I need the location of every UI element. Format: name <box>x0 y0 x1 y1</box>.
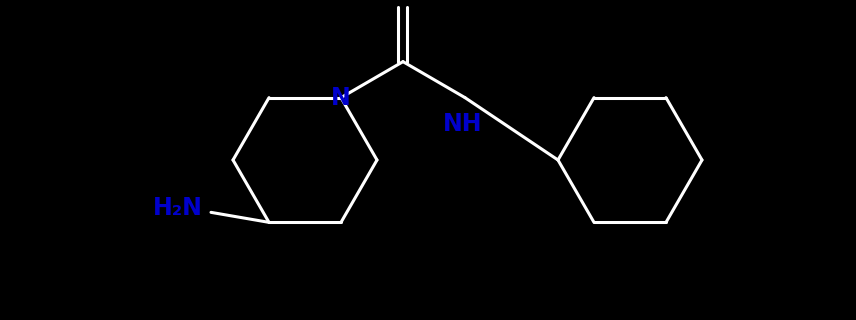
Text: O: O <box>393 0 413 1</box>
Text: H₂N: H₂N <box>153 196 203 220</box>
Text: NH: NH <box>443 112 483 136</box>
Text: N: N <box>331 86 351 110</box>
